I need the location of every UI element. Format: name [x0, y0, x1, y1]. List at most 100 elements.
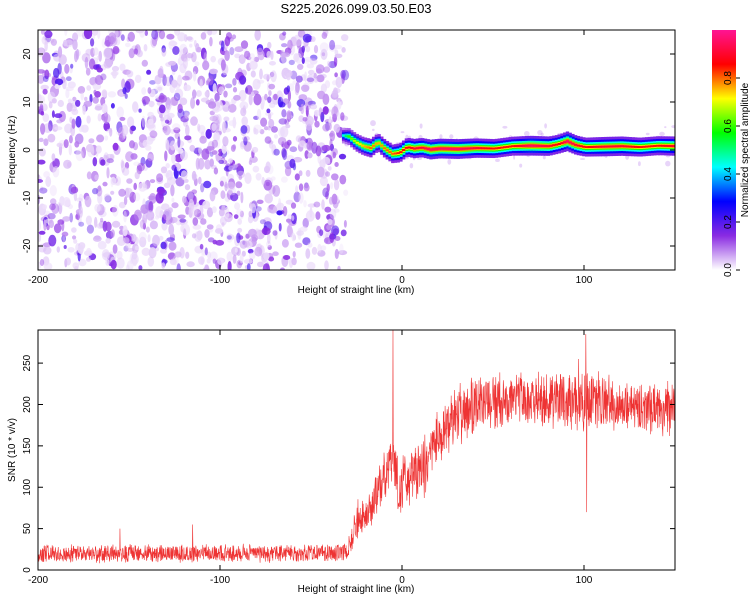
heatmap-noise-cell — [307, 74, 315, 84]
heatmap-ridge-cell — [601, 145, 605, 148]
snr-y-tick-label: 0 — [22, 567, 33, 573]
heatmap-noise-cell — [147, 111, 154, 118]
heatmap-noise-cell — [270, 50, 274, 61]
heatmap-ridge-cell — [661, 144, 665, 147]
heatmap-noise-cell — [243, 240, 250, 248]
heatmap-noise-cell — [218, 159, 225, 164]
heatmap-ridge-cell — [486, 147, 490, 150]
heatmap-noise-cell — [45, 38, 55, 44]
heatmap-noise-cell — [129, 126, 134, 135]
heatmap-ridge-cell — [464, 147, 469, 150]
heatmap-ridge-cell — [554, 143, 559, 146]
heatmap-ridge-cell — [423, 147, 428, 150]
heatmap-noise-cell — [177, 74, 183, 87]
heatmap-noise-cell — [214, 228, 224, 234]
heatmap-noise-cell — [94, 174, 99, 181]
heatmap-noise-cell — [236, 232, 241, 244]
heatmap-noise-cell — [236, 170, 246, 179]
heatmap-noise-cell — [111, 220, 121, 228]
heatmap-noise-cell — [64, 63, 70, 74]
heatmap-noise-cell — [277, 96, 284, 108]
heatmap-noise-cell — [279, 267, 286, 270]
heatmap-noise-cell — [197, 123, 201, 132]
heatmap-ridge-cell — [412, 147, 417, 150]
heatmap-noise-cell — [168, 60, 177, 66]
heatmap-noise-cell — [305, 45, 311, 53]
heatmap-noise-cell — [43, 123, 52, 133]
heatmap-ridge-cell — [391, 152, 395, 155]
heatmap-noise-cell — [172, 123, 181, 131]
heatmap-noise-cell — [417, 157, 422, 160]
heatmap-noise-cell — [76, 197, 83, 202]
heatmap-ridge-cell — [385, 149, 389, 152]
heatmap-noise-cell — [295, 185, 299, 194]
heatmap-noise-cell — [298, 170, 303, 177]
heatmap-noise-cell — [268, 256, 275, 262]
heatmap-noise-cell — [193, 209, 202, 218]
heatmap-noise-cell — [124, 162, 130, 170]
heatmap-noise-cell — [109, 153, 115, 160]
heatmap-noise-cell — [167, 112, 175, 119]
heatmap-ridge-cell — [568, 141, 572, 144]
heatmap-noise-cell — [48, 120, 53, 132]
heatmap-noise-cell — [242, 105, 246, 114]
heatmap-noise-cell — [148, 247, 157, 259]
spectrogram-y-tick-label: -20 — [22, 238, 33, 253]
heatmap-noise-cell — [129, 191, 136, 203]
heatmap-noise-cell — [47, 213, 56, 220]
heatmap-ridge-cell — [396, 152, 400, 155]
heatmap-noise-cell — [57, 99, 64, 108]
heatmap-noise-cell — [216, 114, 222, 124]
heatmap-noise-cell — [209, 68, 218, 75]
heatmap-noise-cell — [186, 261, 195, 268]
heatmap-noise-cell — [289, 146, 298, 153]
heatmap-noise-cell — [168, 223, 175, 236]
heatmap-noise-cell — [172, 46, 180, 55]
heatmap-noise-cell — [224, 193, 231, 202]
heatmap-noise-cell — [65, 76, 72, 82]
heatmap-noise-cell — [245, 87, 248, 94]
heatmap-noise-cell — [105, 259, 110, 266]
heatmap-noise-cell — [204, 264, 210, 270]
heatmap-noise-cell — [130, 153, 138, 160]
heatmap-noise-cell — [75, 99, 81, 107]
heatmap-noise-cell — [286, 218, 292, 223]
heatmap-noise-cell — [254, 128, 259, 135]
heatmap-ridge-cell — [448, 147, 452, 150]
heatmap-noise-cell — [160, 241, 167, 250]
heatmap-noise-cell — [78, 193, 84, 203]
heatmap-noise-cell — [313, 45, 319, 54]
heatmap-noise-cell — [43, 171, 50, 178]
heatmap-ridge-cell — [565, 140, 570, 143]
colorbar-ticks: 0.0 0.2 0.4 0.6 0.8 — [723, 71, 740, 277]
heatmap-noise-cell — [333, 44, 343, 50]
heatmap-noise-cell — [264, 165, 270, 174]
heatmap-noise-cell — [263, 252, 270, 261]
heatmap-noise-cell — [278, 118, 288, 125]
heatmap-noise-cell — [146, 210, 155, 221]
heatmap-noise-cell — [68, 144, 73, 156]
heatmap-noise-cell — [274, 134, 278, 139]
heatmap-noise-cell — [226, 181, 236, 191]
heatmap-noise-cell — [238, 54, 246, 65]
heatmap-noise-cell — [138, 108, 142, 113]
heatmap-noise-cell — [123, 196, 128, 206]
heatmap-noise-cell — [202, 60, 210, 71]
heatmap-noise-cell — [149, 130, 158, 139]
heatmap-noise-cell — [133, 192, 141, 202]
heatmap-noise-cell — [146, 69, 152, 75]
heatmap-noise-cell — [256, 108, 262, 121]
heatmap-noise-cell — [219, 180, 224, 187]
heatmap-noise-cell — [173, 127, 181, 134]
heatmap-noise-cell — [149, 80, 156, 85]
heatmap-noise-cell — [162, 126, 168, 133]
heatmap-noise-cell — [140, 204, 149, 215]
colorbar: 0.0 0.2 0.4 0.6 0.8 Normalized spectral ampl… — [712, 30, 750, 277]
snr-y-tick-label: 150 — [22, 437, 33, 454]
heatmap-noise-cell — [222, 107, 230, 112]
heatmap-ridge-cell — [650, 145, 654, 148]
heatmap-noise-cell — [164, 76, 173, 87]
heatmap-noise-cell — [305, 248, 311, 259]
heatmap-noise-cell — [239, 254, 244, 264]
